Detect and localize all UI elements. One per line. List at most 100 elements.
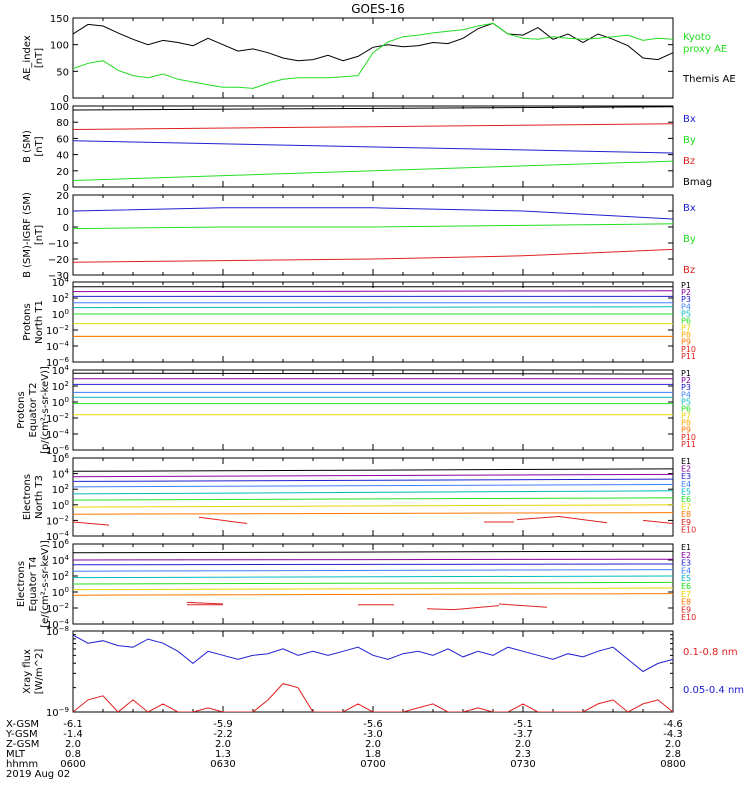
series-line-by: [73, 160, 673, 181]
row-value: -5.1: [513, 719, 533, 730]
channel-label: E7: [681, 503, 691, 512]
y-axis-label: [nT]: [34, 136, 45, 156]
y-axis-label: [p/(cm²-s-sr-keV)]: [40, 366, 51, 454]
panel-frame: [72, 194, 674, 276]
legend-entry: By: [683, 234, 696, 245]
channel-label: P3: [681, 295, 691, 304]
y-tick-label: 100: [50, 102, 69, 113]
channel-label: E2: [681, 551, 691, 560]
row-value: 0800: [660, 759, 685, 770]
series-line-e7: [73, 504, 673, 508]
panel-xray: 10−9 10−8 Xray flux [W/m^2] 0.1-0.8 nm 0.05-0…: [22, 625, 744, 719]
y-tick-label: 10−2: [46, 324, 69, 337]
channel-label: P1: [681, 369, 691, 378]
row-value: 0630: [210, 759, 235, 770]
panel-frame: [72, 17, 674, 99]
series-group: [73, 550, 673, 611]
y-axis-label: [W/m^2]: [34, 649, 45, 695]
y-axis-label: Electrons: [16, 561, 27, 607]
series-line-p5: [73, 306, 673, 309]
channel-label: P6: [681, 404, 691, 413]
channel-label: P10: [681, 433, 696, 442]
legend-entry: Bz: [683, 156, 695, 167]
panel-frame: [72, 281, 674, 363]
row-value: -3.0: [363, 729, 383, 740]
series-line-e1: [73, 550, 673, 554]
channel-label: P3: [681, 383, 691, 392]
row-value: 1.8: [365, 749, 381, 760]
y-tick-label: 40: [56, 151, 69, 162]
channel-label: P5: [681, 309, 691, 318]
channel-label: E10: [681, 525, 696, 534]
series-line-e7: [73, 587, 673, 591]
series-line-e3: [73, 563, 673, 566]
channel-label: P9: [681, 426, 691, 435]
y-tick-label: 100: [52, 396, 69, 409]
series-line-e4: [73, 484, 673, 488]
y-tick-label: 104: [52, 364, 70, 377]
y-axis-label: B (SM): [22, 130, 33, 163]
y-tick-label: 20: [56, 191, 69, 202]
channel-label: E5: [681, 574, 691, 583]
data-segment: [426, 608, 455, 611]
row-value: 2.0: [365, 739, 381, 750]
y-axis-label: Electrons: [22, 474, 33, 520]
channel-label: P4: [681, 302, 691, 311]
legend-entry: Bz: [683, 265, 695, 276]
channel-label: P2: [681, 288, 691, 297]
y-tick-label: 106: [52, 452, 70, 465]
channel-label: E8: [681, 598, 691, 607]
y-axis-label: Protons: [22, 303, 33, 340]
series-line-by: [73, 223, 673, 230]
y-tick-label: 102: [52, 483, 69, 496]
y-tick-label: 104: [52, 276, 70, 289]
series-line-bz: [73, 123, 673, 130]
row-value: -1.4: [63, 729, 83, 740]
row-value: 0730: [510, 759, 535, 770]
series-line-e3: [73, 478, 673, 482]
series-line-e5: [73, 575, 673, 579]
row-value: -4.6: [663, 719, 683, 730]
row-value: 0.8: [65, 749, 81, 760]
data-segment: [558, 516, 608, 524]
series-line-themis-ae: [73, 22, 673, 62]
data-segment: [498, 603, 548, 608]
y-tick-label: 102: [52, 380, 69, 393]
row-value: 0700: [360, 759, 385, 770]
panel-legend: Bx By Bz: [683, 203, 696, 276]
y-axis-label: North T3: [34, 475, 45, 519]
y-tick-label: 20: [56, 167, 69, 178]
row-label: MLT: [6, 749, 26, 760]
series-line-e6: [73, 497, 673, 501]
channel-label: E1: [681, 543, 691, 552]
y-axis-label: [nT]: [34, 225, 45, 245]
legend-entry: Bmag: [683, 177, 712, 188]
channel-label: E5: [681, 487, 691, 496]
channel-label: P7: [681, 412, 691, 421]
row-value: 2.0: [515, 739, 531, 750]
y-axis-label: North T1: [34, 300, 45, 344]
y-tick-label: 10−9: [46, 706, 69, 719]
row-value: -4.3: [663, 729, 683, 740]
y-tick-label: 10: [56, 207, 69, 218]
series-line-bx: [73, 207, 673, 220]
data-segment: [516, 516, 560, 521]
series-line-bmag: [73, 106, 673, 111]
y-tick-label: 102: [52, 570, 69, 583]
legend-entry: 0.05-0.4 nm: [683, 685, 744, 696]
row-value: -6.1: [63, 719, 83, 730]
channel-label: P11: [681, 440, 696, 449]
series-group: [73, 286, 673, 337]
y-tick-label: 100: [50, 41, 69, 52]
panel-legend: Bx By Bz Bmag: [683, 114, 712, 188]
channel-label: E3: [681, 559, 691, 568]
series-line-e2: [73, 473, 673, 478]
row-value: -2.2: [213, 729, 233, 740]
legend-entry: 0.1-0.8 nm: [683, 647, 738, 658]
y-tick-label: 10−2: [46, 514, 69, 527]
